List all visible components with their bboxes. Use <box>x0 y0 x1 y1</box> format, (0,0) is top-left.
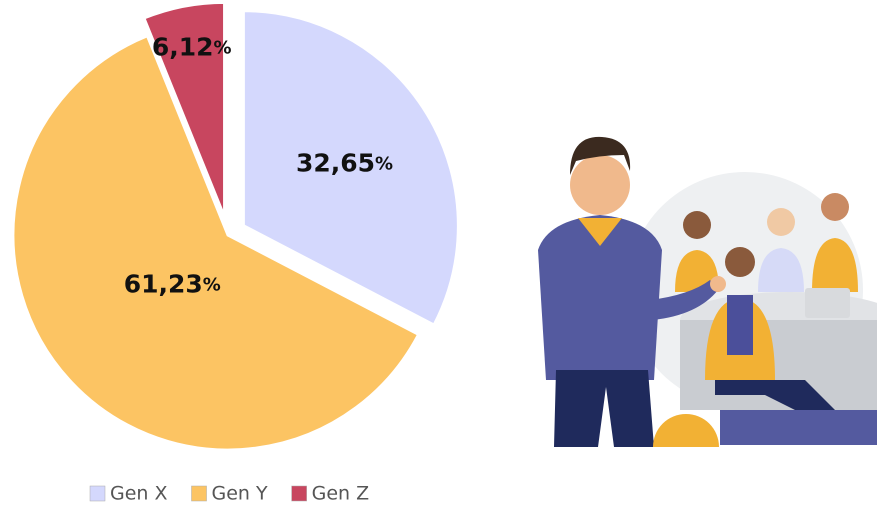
data-label: 61,23% <box>124 270 221 299</box>
chart: 32,65% 61,23% 6,12% Gen X Gen Y Gen Z <box>0 0 877 509</box>
legend-label: Gen X <box>110 483 168 505</box>
legend: Gen X Gen Y Gen Z <box>90 483 369 505</box>
legend-label: Gen Z <box>312 483 370 505</box>
data-label: 6,12% <box>152 33 232 62</box>
legend-label: Gen Y <box>212 483 268 505</box>
legend-swatch <box>192 486 207 501</box>
legend-swatch <box>90 486 105 501</box>
illustration <box>538 137 877 447</box>
legend-swatch <box>292 486 307 501</box>
data-label: 32,65% <box>296 148 393 177</box>
